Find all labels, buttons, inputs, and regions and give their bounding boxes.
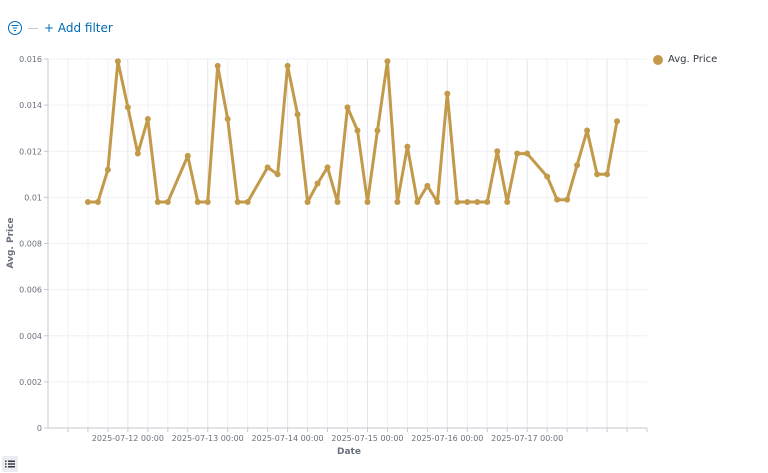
y-tick-label: 0.01: [24, 193, 42, 202]
data-point[interactable]: [224, 115, 231, 122]
data-point[interactable]: [324, 164, 331, 171]
data-point[interactable]: [214, 62, 221, 69]
data-point[interactable]: [204, 198, 211, 205]
y-tick-label: 0.002: [19, 378, 42, 387]
data-point[interactable]: [234, 198, 241, 205]
x-axis-label: Date: [337, 447, 361, 457]
data-point[interactable]: [524, 150, 531, 157]
data-point[interactable]: [604, 171, 611, 178]
data-point[interactable]: [84, 198, 91, 205]
chart-series: [84, 58, 621, 205]
data-point[interactable]: [154, 198, 161, 205]
data-point[interactable]: [494, 148, 501, 155]
y-tick-label: 0.008: [19, 240, 42, 249]
data-point[interactable]: [504, 198, 511, 205]
x-tick-label: 2025-07-16 00:00: [411, 434, 483, 443]
data-point[interactable]: [454, 198, 461, 205]
data-point[interactable]: [354, 127, 361, 134]
data-point[interactable]: [404, 143, 411, 150]
add-filter-button[interactable]: + Add filter: [44, 21, 113, 35]
data-point[interactable]: [434, 198, 441, 205]
data-point[interactable]: [164, 198, 171, 205]
data-point[interactable]: [124, 104, 131, 111]
data-point[interactable]: [334, 198, 341, 205]
data-point[interactable]: [104, 166, 111, 173]
data-point[interactable]: [274, 171, 281, 178]
x-tick-label: 2025-07-13 00:00: [172, 434, 244, 443]
x-axis-ticks: 2025-07-12 00:00 2025-07-13 00:00 2025-07-…: [67, 428, 648, 443]
y-tick-label: 0.016: [19, 55, 42, 64]
data-point[interactable]: [564, 196, 571, 203]
data-point[interactable]: [384, 58, 391, 65]
data-point[interactable]: [514, 150, 521, 157]
data-point[interactable]: [194, 198, 201, 205]
data-point[interactable]: [554, 196, 561, 203]
data-point[interactable]: [584, 127, 591, 134]
y-tick-label: 0.006: [19, 286, 42, 295]
data-point[interactable]: [184, 152, 191, 159]
data-point[interactable]: [364, 198, 371, 205]
data-point[interactable]: [414, 198, 421, 205]
data-point[interactable]: [444, 90, 451, 97]
y-tick-label: 0.014: [19, 101, 42, 110]
data-point[interactable]: [614, 118, 621, 125]
y-tick-label: 0.012: [19, 147, 42, 156]
x-tick-label: 2025-07-14 00:00: [252, 434, 324, 443]
x-tick-label: 2025-07-17 00:00: [491, 434, 563, 443]
data-point[interactable]: [464, 198, 471, 205]
data-point[interactable]: [304, 198, 311, 205]
data-point[interactable]: [264, 164, 271, 171]
list-icon: [5, 460, 15, 468]
y-axis-ticks: 0 0.002 0.004 0.006 0.008 0.01 0.012 0.014 0.016: [19, 55, 48, 433]
data-point[interactable]: [594, 171, 601, 178]
data-point[interactable]: [374, 127, 381, 134]
x-tick-label: 2025-07-15 00:00: [331, 434, 403, 443]
data-point[interactable]: [394, 198, 401, 205]
series-line-avg-price: [86, 59, 619, 204]
data-point[interactable]: [144, 115, 151, 122]
chart-grid: [48, 58, 647, 428]
data-point[interactable]: [314, 180, 321, 187]
list-toggle-button[interactable]: [2, 456, 18, 472]
legend-label: Avg. Price: [668, 54, 718, 65]
data-point[interactable]: [474, 198, 481, 205]
data-point[interactable]: [574, 162, 581, 169]
data-point[interactable]: [544, 173, 551, 180]
data-point[interactable]: [114, 58, 121, 65]
legend-swatch: [653, 54, 663, 65]
chart-axes: [47, 59, 647, 429]
y-tick-label: 0.004: [19, 332, 42, 341]
data-point[interactable]: [484, 198, 491, 205]
filter-separator: [28, 27, 38, 29]
data-point[interactable]: [284, 62, 291, 69]
data-point[interactable]: [424, 182, 431, 189]
data-point[interactable]: [244, 198, 251, 205]
chart-legend[interactable]: Avg. Price: [653, 54, 717, 65]
y-axis-label: Avg. Price: [6, 217, 16, 268]
data-point[interactable]: [134, 150, 141, 157]
data-point[interactable]: [294, 111, 301, 118]
x-tick-label: 2025-07-12 00:00: [92, 434, 164, 443]
data-point[interactable]: [94, 198, 101, 205]
filter-bar: + Add filter: [8, 18, 113, 38]
filter-icon[interactable]: [8, 21, 22, 35]
y-tick-label: 0: [37, 424, 42, 433]
data-point[interactable]: [344, 104, 351, 111]
